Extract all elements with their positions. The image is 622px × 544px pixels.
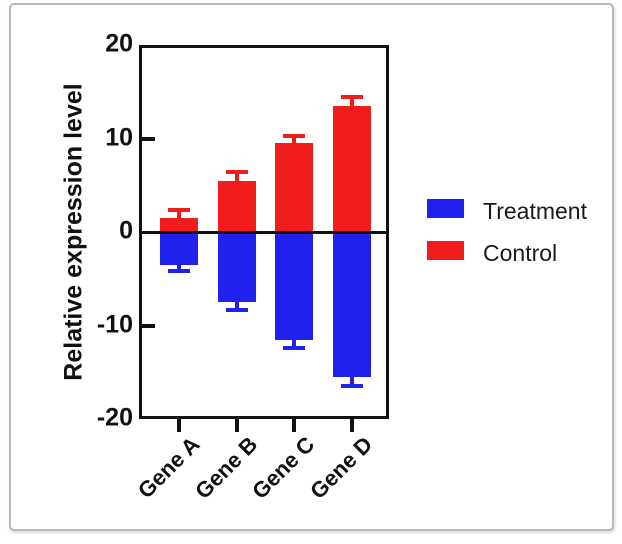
plot-frame	[139, 45, 389, 419]
x-tick-mark-gene-d	[350, 419, 355, 432]
legend-label-control: Control	[483, 240, 558, 266]
error-bar-cap-control-gene-d	[341, 95, 364, 100]
y-tick-mark-10	[142, 136, 155, 141]
bar-control-gene-d	[333, 105, 372, 232]
error-bar-cap-control-gene-b	[225, 170, 248, 175]
error-bar-stem-control-gene-d	[350, 97, 355, 106]
bar-control-gene-b	[217, 180, 256, 232]
x-tick-mark-gene-a	[177, 419, 181, 432]
error-bar-stem-treatment-gene-a	[177, 264, 181, 272]
error-bar-cap-treatment-gene-b	[225, 307, 248, 312]
y-tick-mark--10	[142, 323, 155, 328]
bar-control-gene-a	[160, 217, 198, 232]
bar-treatment-gene-d	[333, 232, 372, 377]
error-bar-stem-treatment-gene-d	[350, 376, 355, 387]
bar-treatment-gene-c	[275, 232, 314, 340]
bar-control-gene-c	[275, 143, 314, 232]
legend-swatch-treatment	[427, 199, 464, 218]
bar-treatment-gene-a	[160, 232, 198, 265]
error-bar-cap-control-gene-a	[168, 208, 190, 213]
y-tick-label--10: -10	[96, 310, 133, 338]
legend-label-treatment: Treatment	[483, 198, 587, 224]
error-bar-stem-control-gene-b	[234, 172, 239, 181]
y-tick-label-20: 20	[105, 29, 133, 58]
error-bar-stem-treatment-gene-b	[234, 302, 239, 310]
error-bar-cap-treatment-gene-a	[168, 269, 190, 274]
error-bar-cap-treatment-gene-d	[341, 384, 364, 389]
error-bar-cap-treatment-gene-c	[283, 345, 306, 350]
legend-swatch-control	[427, 241, 464, 260]
y-tick-label-10: 10	[105, 123, 133, 151]
y-tick-label-0: 0	[119, 216, 133, 245]
zero-baseline	[139, 230, 389, 234]
error-bar-cap-control-gene-c	[283, 133, 306, 138]
x-tick-mark-gene-c	[292, 419, 297, 432]
error-bar-stem-treatment-gene-c	[292, 339, 297, 348]
error-bar-stem-control-gene-c	[292, 135, 297, 144]
y-tick-label--20: -20	[96, 403, 133, 432]
x-tick-mark-gene-b	[234, 419, 239, 432]
bar-treatment-gene-b	[217, 232, 256, 303]
error-bar-stem-control-gene-a	[177, 210, 181, 218]
